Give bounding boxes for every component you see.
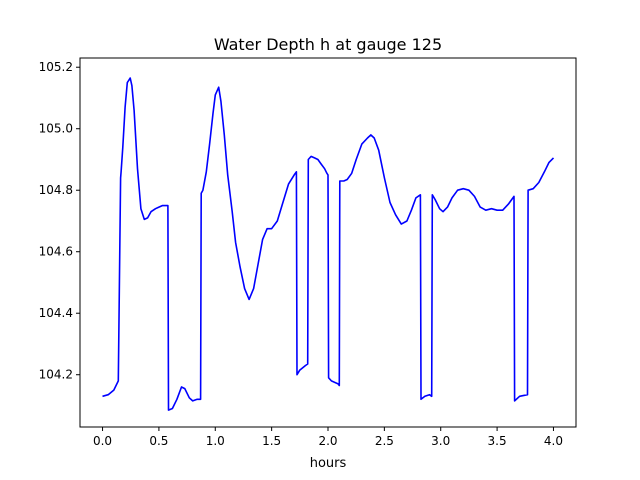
x-tick-label: 1.5 [262,434,281,448]
plot-frame [79,57,577,428]
y-tick-label: 104.2 [39,368,73,382]
x-tick-label: 3.5 [488,434,507,448]
x-tick-label: 2.5 [375,434,394,448]
y-tick-label: 104.4 [39,306,73,320]
x-tick-label: 3.0 [431,434,450,448]
x-tick-label: 0.0 [93,434,112,448]
y-tick-label: 104.6 [39,245,73,259]
x-axis-label: hours [310,456,347,471]
y-tick-label: 105.2 [39,60,73,74]
x-tick-label: 1.0 [206,434,225,448]
series-line [102,77,555,411]
x-tick-label: 0.5 [149,434,168,448]
y-tick-label: 105.0 [39,122,73,136]
y-tick-label: 104.8 [39,183,73,197]
axes: 0.0 0.5 1.0 1.5 2.0 2.5 3.0 3.5 4.0 104.2 104.4 104… [39,60,563,448]
chart-title: Water Depth h at gauge 125 [214,35,442,54]
x-tick-label: 4.0 [544,434,563,448]
x-tick-label: 2.0 [318,434,337,448]
